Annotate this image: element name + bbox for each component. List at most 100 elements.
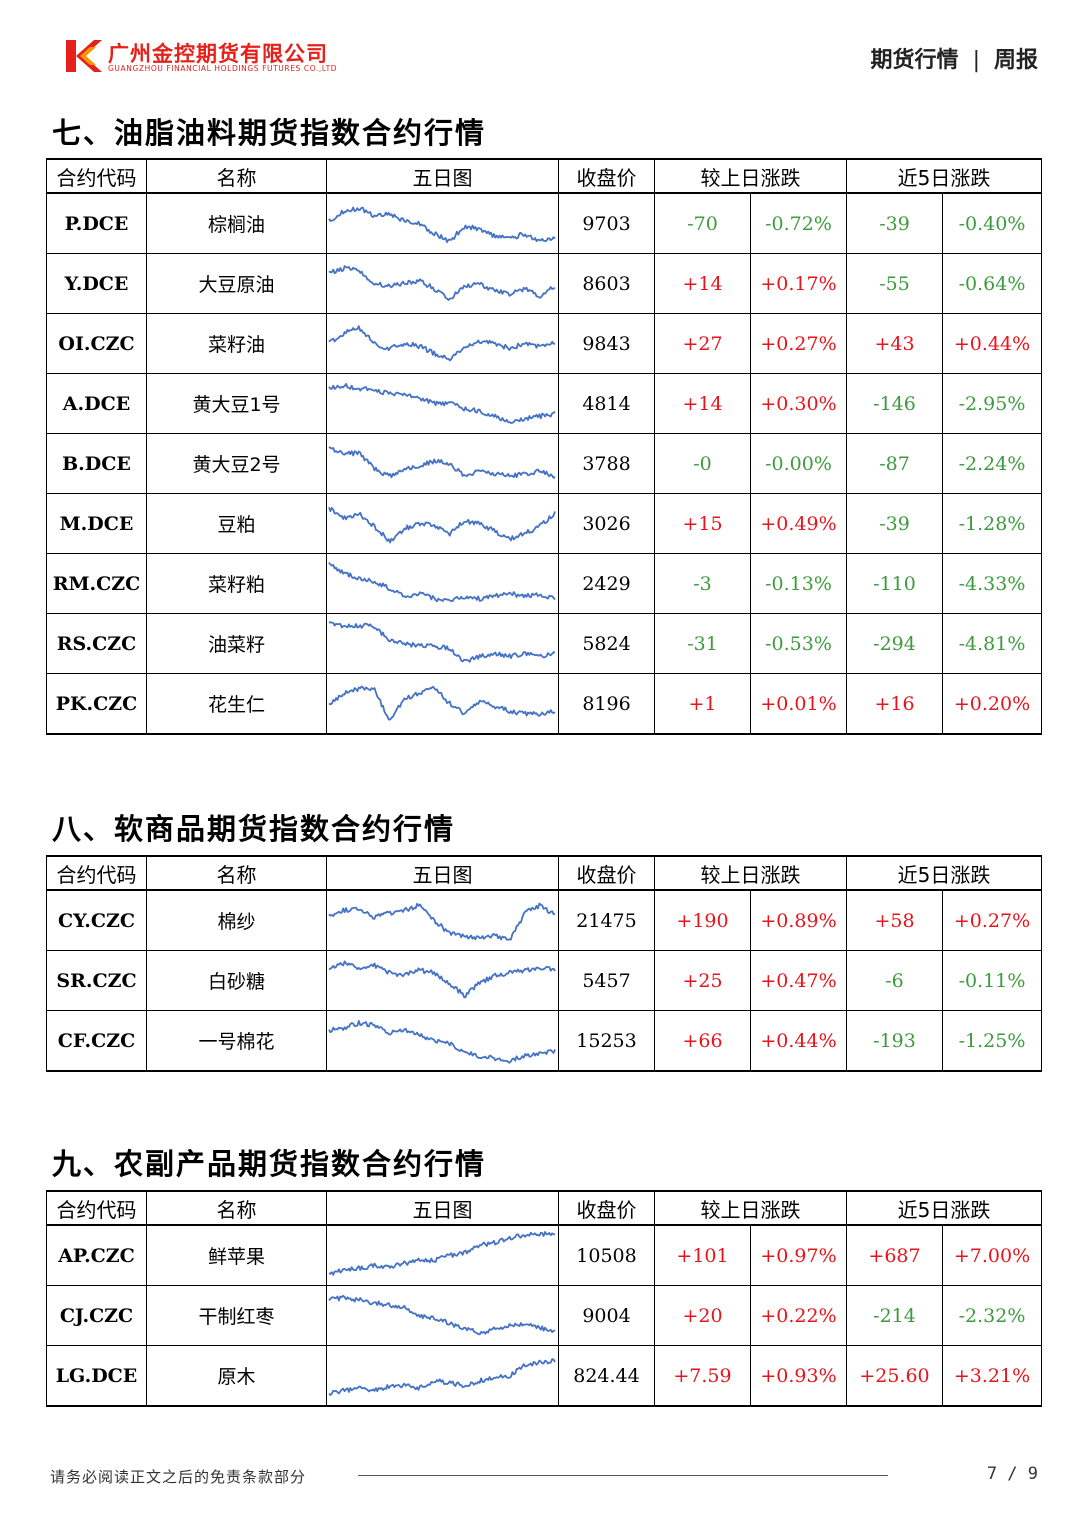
- daily-change-value: +15: [654, 493, 751, 554]
- five-day-change-value: -6: [846, 950, 943, 1011]
- five-day-change-value: +16: [846, 673, 943, 735]
- sparkline-chart: [328, 325, 556, 362]
- close-price: 4814: [558, 373, 655, 434]
- daily-change-value: +0.27%: [750, 313, 847, 374]
- daily-change-value: +27: [654, 313, 751, 374]
- disclaimer-note: 请务必阅读正文之后的免责条款部分: [50, 1468, 307, 1486]
- five-day-change-value: -2.32%: [941, 1285, 1043, 1346]
- company-name-en: GUANGZHOU FINANCIAL HOLDINGS FUTURES CO.…: [108, 64, 338, 73]
- contract-name: 白砂糖: [146, 950, 327, 1011]
- table-row: SR.CZC 白砂糖 5457 +25 +0.47% -6 -0.11%: [46, 950, 1043, 1011]
- sparkline-series: [328, 325, 556, 362]
- five-day-change-value: -0.40%: [941, 192, 1043, 254]
- five-day-change-value: +25.60: [846, 1345, 943, 1407]
- sparkline-series: [328, 561, 556, 603]
- header-five-day-change: 近5日涨跌: [845, 1190, 1043, 1226]
- sparkline-chart: [328, 561, 556, 603]
- close-price: 9703: [558, 192, 655, 254]
- section-title: 七、油脂油料期货指数合约行情: [52, 116, 487, 150]
- contract-name: 鲜苹果: [146, 1224, 327, 1286]
- sparkline-series: [328, 1294, 556, 1336]
- daily-change-value: -0.53%: [750, 613, 847, 674]
- five-day-change-value: -1.25%: [941, 1010, 1043, 1072]
- contract-name: 棉纱: [146, 889, 327, 951]
- sparkline-series: [328, 446, 556, 479]
- daily-change-value: -3: [654, 553, 751, 614]
- sparkline-chart: [328, 206, 556, 243]
- five-day-change-value: +7.00%: [941, 1224, 1043, 1286]
- table-row: Y.DCE 大豆原油 8603 +14 +0.17% -55 -0.64%: [46, 253, 1043, 314]
- report-type-label: 期货行情 | 周报: [871, 42, 1038, 74]
- report-category: 期货行情: [870, 48, 959, 73]
- daily-change-value: +0.93%: [750, 1345, 847, 1407]
- table-header-row: 合约代码 名称 五日图 收盘价 较上日涨跌 近5日涨跌: [46, 1190, 1043, 1226]
- sparkline-series: [328, 265, 556, 301]
- five-day-change-value: -39: [846, 192, 943, 254]
- daily-change-value: +1: [654, 673, 751, 735]
- table-header-row: 合约代码 名称 五日图 收盘价 较上日涨跌 近5日涨跌: [46, 855, 1043, 891]
- close-price: 9843: [558, 313, 655, 374]
- contract-code: RM.CZC: [46, 553, 147, 614]
- header-code: 合约代码: [46, 1190, 147, 1226]
- daily-change-value: +0.22%: [750, 1285, 847, 1346]
- contract-code: CF.CZC: [46, 1010, 147, 1072]
- five-day-change-value: -2.24%: [941, 433, 1043, 494]
- contract-name: 干制红枣: [146, 1285, 327, 1346]
- daily-change-value: -0: [654, 433, 751, 494]
- sparkline-chart: [328, 685, 556, 721]
- five-day-change-value: +0.27%: [941, 889, 1043, 951]
- header-chart: 五日图: [326, 855, 559, 891]
- close-price: 8603: [558, 253, 655, 314]
- daily-change-value: +0.17%: [750, 253, 847, 314]
- contract-code: B.DCE: [46, 433, 147, 494]
- daily-change-value: +20: [654, 1285, 751, 1346]
- five-day-chart: [326, 313, 559, 374]
- contract-code: A.DCE: [46, 373, 147, 434]
- five-day-change-value: -1.28%: [941, 493, 1043, 554]
- daily-change-value: +101: [654, 1224, 751, 1286]
- sparkline-chart: [328, 960, 556, 999]
- table-row: M.DCE 豆粕 3026 +15 +0.49% -39 -1.28%: [46, 493, 1043, 554]
- five-day-chart: [326, 1345, 559, 1407]
- five-day-change-value: -39: [846, 493, 943, 554]
- contract-name: 菜籽油: [146, 313, 327, 374]
- contract-name: 花生仁: [146, 673, 327, 735]
- close-price: 3026: [558, 493, 655, 554]
- five-day-change-value: -55: [846, 253, 943, 314]
- daily-change-value: -0.13%: [750, 553, 847, 614]
- daily-change-value: +0.44%: [750, 1010, 847, 1072]
- five-day-chart: [326, 1224, 559, 1286]
- section-title: 八、软商品期货指数合约行情: [52, 812, 456, 846]
- daily-change-value: +0.97%: [750, 1224, 847, 1286]
- header-code: 合约代码: [46, 158, 147, 194]
- five-day-chart: [326, 889, 559, 951]
- table-row: OI.CZC 菜籽油 9843 +27 +0.27% +43 +0.44%: [46, 313, 1043, 374]
- five-day-change-value: -4.33%: [941, 553, 1043, 614]
- sparkline-chart: [328, 506, 556, 544]
- five-day-chart: [326, 1010, 559, 1072]
- section-title: 九、农副产品期货指数合约行情: [52, 1147, 487, 1181]
- five-day-change-value: -146: [846, 373, 943, 434]
- daily-change-value: +14: [654, 373, 751, 434]
- daily-change-value: -70: [654, 192, 751, 254]
- close-price: 10508: [558, 1224, 655, 1286]
- header-chart: 五日图: [326, 1190, 559, 1226]
- five-day-change-value: -2.95%: [941, 373, 1043, 434]
- contract-code: PK.CZC: [46, 673, 147, 735]
- daily-change-value: +0.30%: [750, 373, 847, 434]
- contract-code: M.DCE: [46, 493, 147, 554]
- close-price: 21475: [558, 889, 655, 951]
- five-day-change-value: +687: [846, 1224, 943, 1286]
- sparkline-chart: [328, 382, 556, 424]
- close-price: 5457: [558, 950, 655, 1011]
- table-row: PK.CZC 花生仁 8196 +1 +0.01% +16 +0.20%: [46, 673, 1043, 735]
- contract-name: 原木: [146, 1345, 327, 1407]
- sparkline-series: [328, 1358, 556, 1396]
- header-five-day-change: 近5日涨跌: [845, 855, 1043, 891]
- daily-change-value: +14: [654, 253, 751, 314]
- contract-name: 一号棉花: [146, 1010, 327, 1072]
- page-header: 广州金控期货有限公司 GUANGZHOU FINANCIAL HOLDINGS …: [0, 0, 1080, 100]
- table-row: B.DCE 黄大豆2号 3788 -0 -0.00% -87 -2.24%: [46, 433, 1043, 494]
- daily-change-value: -31: [654, 613, 751, 674]
- close-price: 9004: [558, 1285, 655, 1346]
